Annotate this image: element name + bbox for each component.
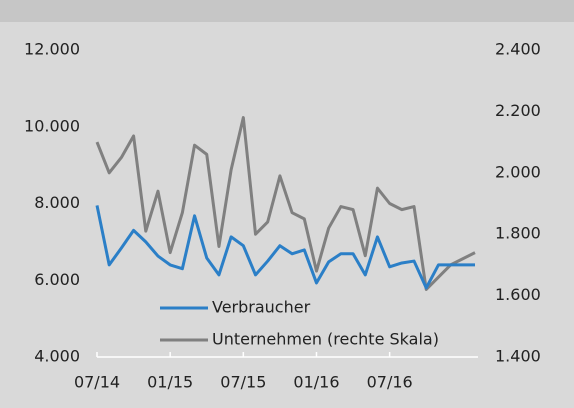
y-tick-label: 10.000 <box>24 116 80 135</box>
legend-label: Verbraucher <box>212 298 311 317</box>
y2-tick-label: 1.400 <box>495 347 541 366</box>
x-tick-label: 07/14 <box>74 373 120 392</box>
y2-tick-label: 1.800 <box>495 224 541 243</box>
legend-label: Unternehmen (rechte Skala) <box>212 330 439 349</box>
y-tick-label: 8.000 <box>34 193 80 212</box>
series-line <box>95 116 476 291</box>
x-tick-label: 07/16 <box>367 373 413 392</box>
y-tick-label: 12.000 <box>24 40 80 59</box>
y2-tick-label: 2.400 <box>495 40 541 59</box>
x-tick-label: 01/16 <box>293 373 339 392</box>
series-line <box>95 205 475 290</box>
x-tick-label: 07/15 <box>220 373 266 392</box>
y-tick-label: 6.000 <box>34 270 80 289</box>
x-tick-label: 01/15 <box>147 373 193 392</box>
y2-tick-label: 1.600 <box>495 285 541 304</box>
y-tick-label: 4.000 <box>34 347 80 366</box>
header-band <box>0 0 574 22</box>
y2-tick-label: 2.200 <box>495 101 541 120</box>
y2-tick-label: 2.000 <box>495 162 541 181</box>
